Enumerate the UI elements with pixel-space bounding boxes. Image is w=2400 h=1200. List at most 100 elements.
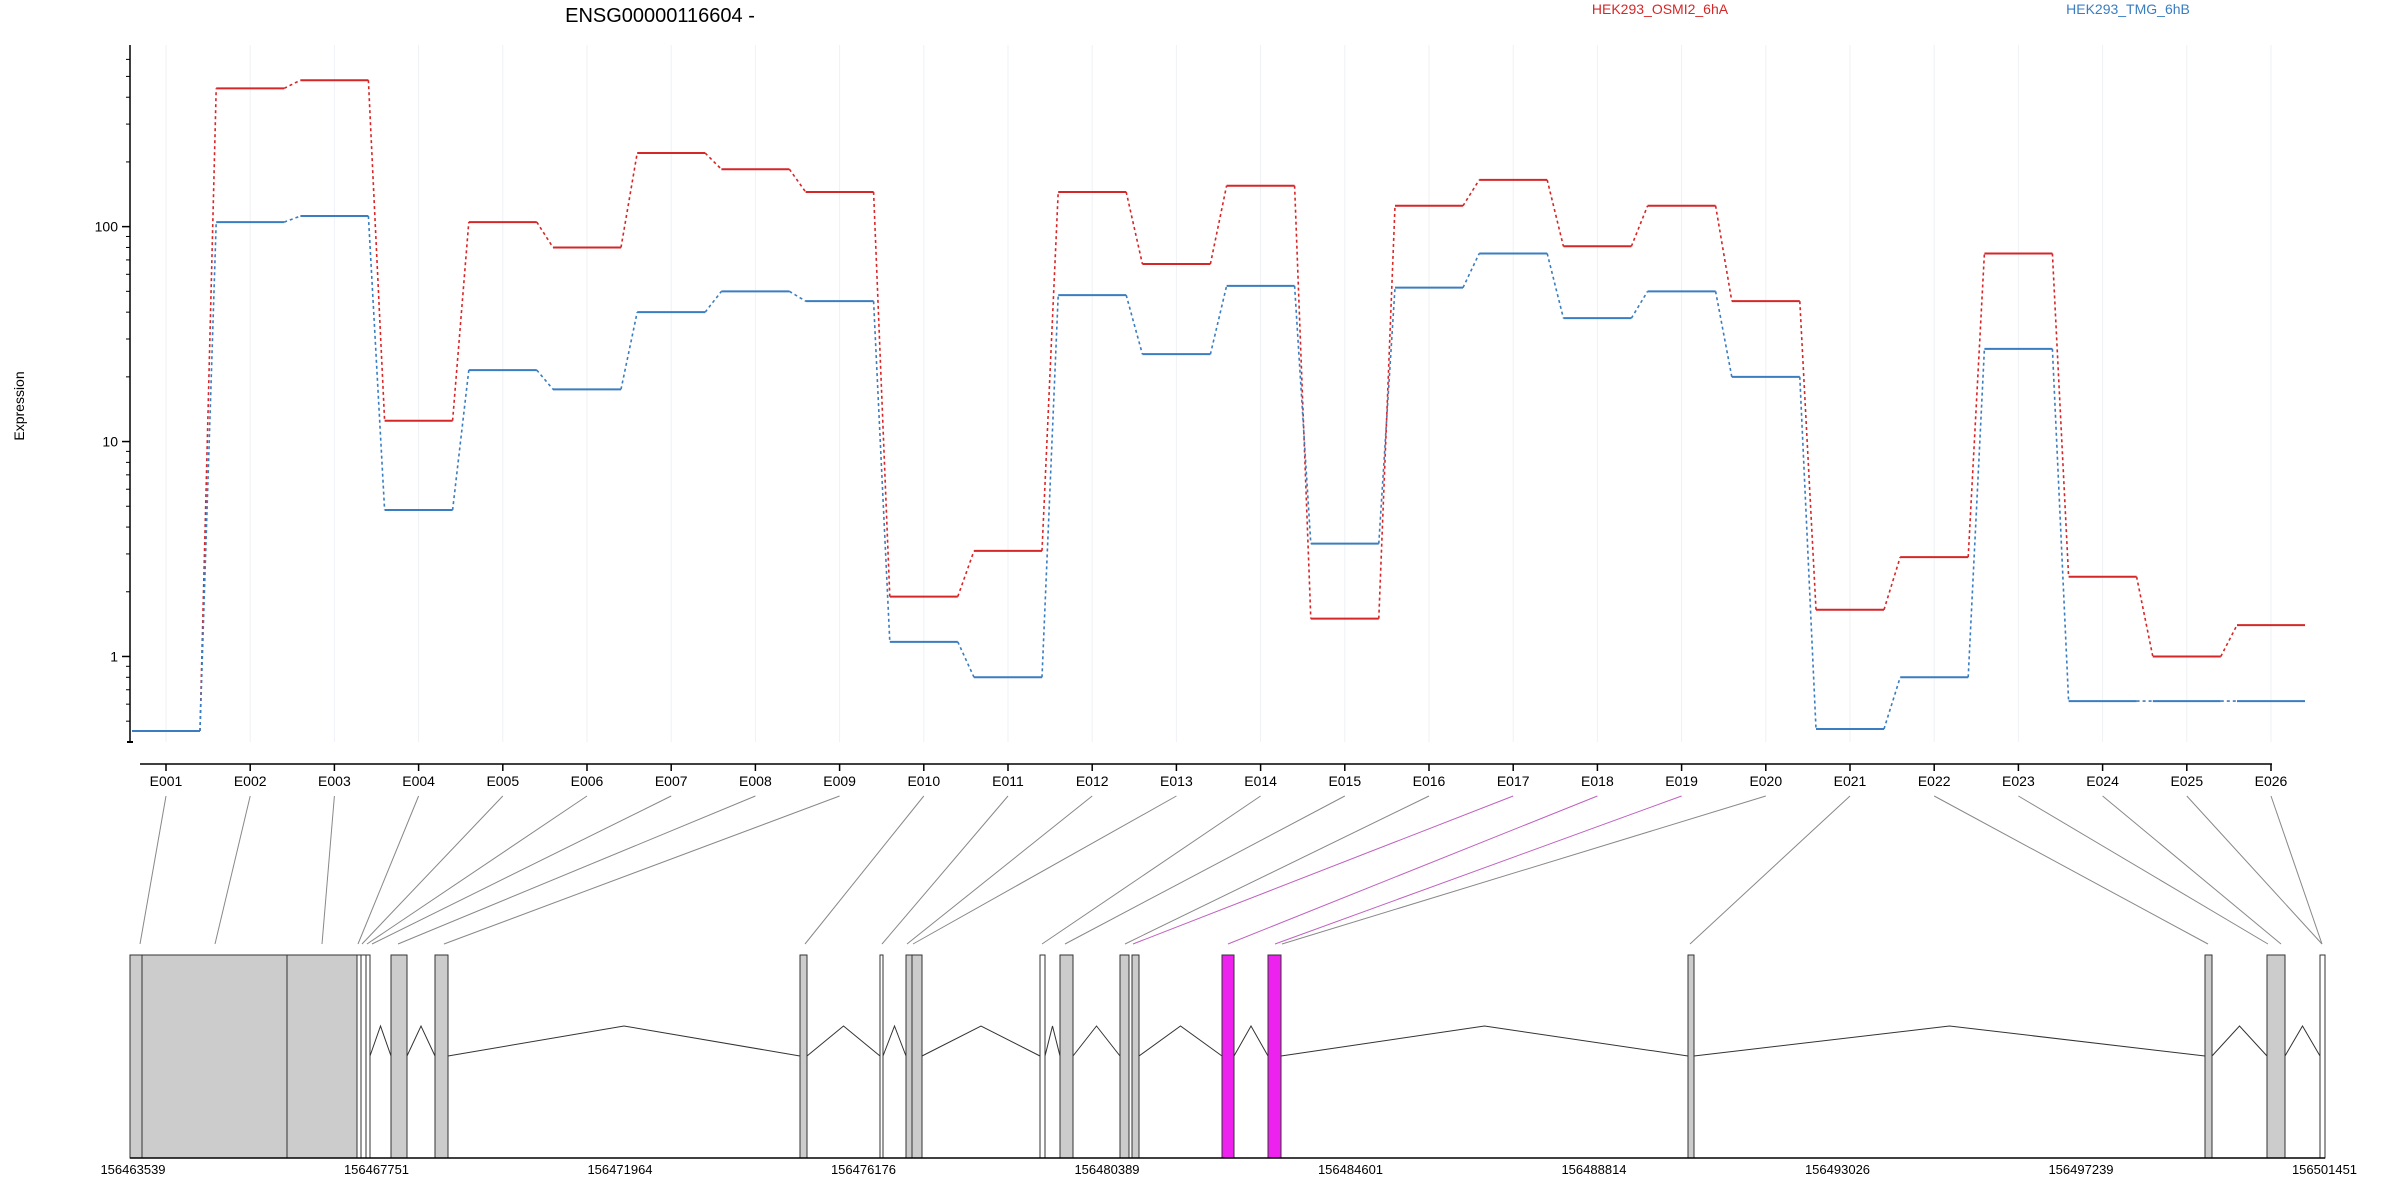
connector-line <box>536 369 554 390</box>
genomic-tick-label: 156471964 <box>587 1162 652 1177</box>
exon-block <box>360 954 367 1159</box>
connector-line <box>451 370 470 511</box>
connector-e002 <box>214 795 251 945</box>
connector-e017 <box>1132 795 1514 945</box>
genomic-tick-label: 156484601 <box>1318 1162 1383 1177</box>
series-2 <box>132 215 2305 733</box>
connector-line <box>1209 285 1228 355</box>
x-tick-label-e007: E007 <box>655 773 688 789</box>
intron-line <box>2211 1025 2268 1057</box>
exon-block <box>1059 954 1074 1159</box>
x-tick-label-e013: E013 <box>1160 773 1193 789</box>
connector-e025 <box>2186 795 2323 945</box>
x-tick-label-e020: E020 <box>1749 773 1782 789</box>
legend-entry-series1: HEK293_OSMI2_6hA <box>1592 1 1729 17</box>
exon-block <box>365 954 371 1159</box>
series-lines <box>132 79 2305 733</box>
connector-line <box>1630 290 1649 319</box>
intron-line <box>447 1025 801 1057</box>
connector-line <box>620 311 638 390</box>
connector-e007 <box>371 795 672 945</box>
intron-line <box>1072 1025 1121 1057</box>
connector-line <box>1293 285 1312 544</box>
axes: 1 10 100 E001 E002 E003 E004 E005 E006 E007 E008 E0… <box>95 45 2288 789</box>
connector-e014 <box>1041 795 1261 945</box>
intron-line <box>2284 1025 2321 1057</box>
connector-e009 <box>443 795 840 945</box>
x-tick-label-e011: E011 <box>992 773 1024 789</box>
x-tick-label-e022: E022 <box>1918 773 1951 789</box>
connector-line <box>788 168 807 193</box>
x-tick-label-e014: E014 <box>1244 773 1277 789</box>
y-tick-label: 1 <box>110 648 118 664</box>
intron-line <box>1044 1025 1061 1057</box>
connector-line <box>283 79 301 90</box>
connector-e021 <box>1689 795 1851 945</box>
exon-block <box>905 954 913 1159</box>
connector-e004 <box>357 795 420 945</box>
connector-e016 <box>1124 795 1430 945</box>
connector-line <box>451 222 470 421</box>
x-tick-label-e012: E012 <box>1076 773 1109 789</box>
connector-line <box>872 191 891 597</box>
connector-e008 <box>397 795 756 945</box>
connector-e022 <box>1933 795 2209 945</box>
exon-block <box>879 954 884 1159</box>
connector-line <box>283 215 301 223</box>
connector-e020 <box>1281 795 1766 945</box>
x-tick-label-e004: E004 <box>402 773 435 789</box>
x-tick-label-e008: E008 <box>739 773 772 789</box>
connector-line <box>1714 291 1733 378</box>
intron-line <box>406 1024 436 1057</box>
connector-e024 <box>2102 795 2282 945</box>
exon-block <box>1131 954 1140 1159</box>
connector-line <box>1883 677 1901 730</box>
connector-line <box>1546 253 1565 319</box>
connector-e013 <box>912 795 1177 945</box>
intron-line <box>882 1024 907 1057</box>
connector-line <box>2135 576 2154 657</box>
intron-line <box>1233 1024 1269 1057</box>
exon-block <box>434 954 449 1159</box>
connector-line <box>1125 191 1144 265</box>
connector-line <box>2220 624 2238 657</box>
exon-block <box>799 954 808 1159</box>
connector-line <box>1546 179 1565 247</box>
connector-line <box>1967 253 1986 558</box>
x-tick-label-e025: E025 <box>2170 773 2203 789</box>
connector-line <box>957 641 975 678</box>
intron-line <box>1280 1025 1689 1057</box>
connector-e006 <box>366 795 588 945</box>
x-tick-label-e009: E009 <box>823 773 856 789</box>
exon-block <box>1221 954 1235 1159</box>
x-tick-label-e017: E017 <box>1497 773 1530 789</box>
connector-line <box>1462 253 1480 289</box>
intron-line <box>1693 1025 2206 1057</box>
x-tick-label-e001: E001 <box>150 773 183 789</box>
connector-e019 <box>1274 795 1682 945</box>
connector-line <box>199 222 217 732</box>
connector-e003 <box>321 795 335 945</box>
series-1 <box>132 79 2305 733</box>
exon-connectors <box>139 795 2323 945</box>
x-tick-label-e006: E006 <box>571 773 604 789</box>
y-tick-label: 100 <box>95 219 119 235</box>
exon-block <box>2266 954 2286 1159</box>
connector-e011 <box>881 795 1009 945</box>
y-tick-label: 10 <box>102 434 118 450</box>
intron-line <box>921 1025 1041 1057</box>
connector-line <box>1125 294 1144 355</box>
genomic-tick-label: 156476176 <box>831 1162 896 1177</box>
connector-line <box>1209 185 1228 265</box>
x-tick-label-e003: E003 <box>318 773 351 789</box>
connector-line <box>1799 376 1817 729</box>
connector-line <box>1883 556 1901 610</box>
connector-line <box>367 216 386 511</box>
connector-e010 <box>804 795 925 945</box>
x-tick-label-e021: E021 <box>1834 773 1867 789</box>
connector-line <box>367 80 386 421</box>
connector-line <box>536 221 554 248</box>
exon-block <box>390 954 408 1159</box>
intron-line <box>369 1024 392 1057</box>
